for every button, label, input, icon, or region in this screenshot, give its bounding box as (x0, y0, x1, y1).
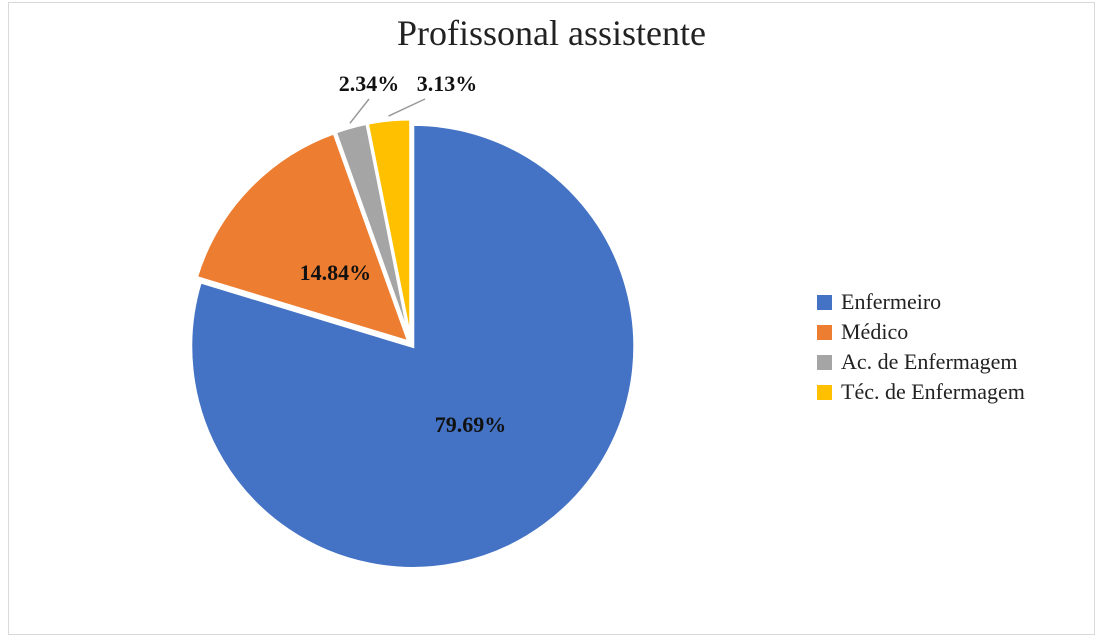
legend-label-enfermeiro: Enfermeiro (841, 289, 942, 314)
leader-line-tec-enfermagem (388, 98, 426, 117)
legend-swatch-ac-enfermagem (817, 354, 832, 370)
chart-title: Profissonal assistente (397, 13, 706, 53)
legend-item-medico: Médico (817, 317, 1025, 347)
legend: Enfermeiro Médico Ac. de Enfermagem Téc.… (817, 287, 1025, 407)
data-label-enfermeiro: 79.69% (435, 412, 507, 437)
chart-area: Profissonal assistente 79.69% 14.84% 2.34%… (8, 2, 1095, 635)
legend-label-medico: Médico (841, 319, 909, 344)
legend-item-tec-enfermagem: Téc. de Enfermagem (817, 377, 1025, 407)
legend-swatch-medico (817, 324, 832, 340)
legend-swatch-tec-enfermagem (817, 384, 832, 400)
leader-line-ac-enfermagem (349, 98, 370, 124)
legend-label-tec-enfermagem: Téc. de Enfermagem (841, 379, 1025, 404)
legend-item-enfermeiro: Enfermeiro (817, 287, 1025, 317)
pie-slice-enfermeiro (189, 122, 637, 570)
pie-slice-medico (194, 130, 412, 345)
data-label-medico: 14.84% (300, 260, 372, 285)
legend-item-ac-enfermagem: Ac. de Enfermagem (817, 347, 1025, 377)
legend-label-ac-enfermagem: Ac. de Enfermagem (841, 349, 1018, 374)
pie-slice-tec-enfermagem (365, 117, 413, 342)
pie-chart: 79.69% 14.84% 2.34% 3.13% (189, 71, 637, 570)
data-label-tec-enfermagem: 3.13% (417, 71, 478, 96)
data-label-ac-enfermagem: 2.34% (339, 71, 400, 96)
legend-swatch-enfermeiro (817, 294, 832, 310)
